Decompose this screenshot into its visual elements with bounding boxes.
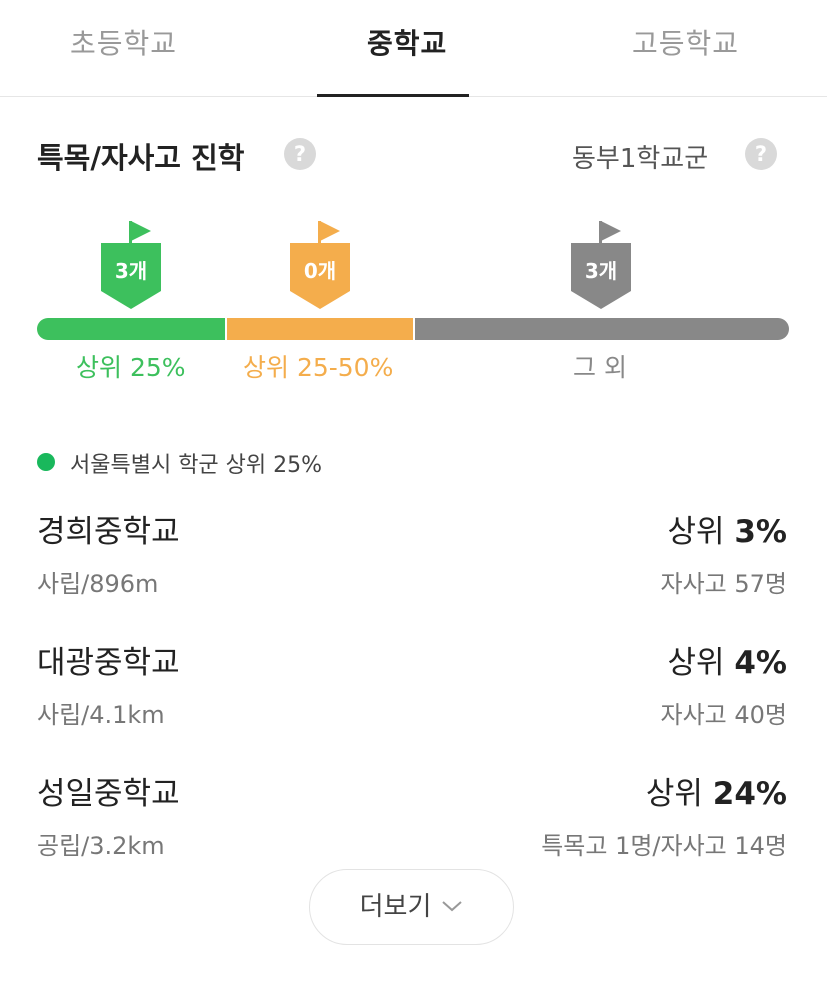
flag-top25-50: 0개 <box>290 219 354 309</box>
school-rank: 상위 24% <box>646 768 787 813</box>
school-meta: 사립/4.1km <box>37 701 165 729</box>
legend-dot <box>37 453 55 471</box>
tab-middle[interactable]: 중학교 <box>367 27 448 60</box>
school-meta: 공립/3.2km <box>37 832 165 860</box>
school-rank: 상위 4% <box>667 637 787 682</box>
school-row[interactable]: 성일중학교 공립/3.2km 상위 24% 특목고 1명/자사고 14명 <box>0 768 827 878</box>
school-name: 대광중학교 <box>37 645 180 681</box>
rank-value: 24% <box>712 776 787 812</box>
flag-count: 3개 <box>114 259 148 283</box>
school-level-tabs: 초등학교 중학교 고등학교 <box>0 0 827 97</box>
school-rank: 상위 3% <box>667 506 787 551</box>
tier-label-other: 그 외 <box>573 353 627 382</box>
school-name: 성일중학교 <box>37 776 180 812</box>
school-district-label: 동부1학교군 <box>572 144 709 174</box>
more-button[interactable]: 더보기 <box>309 869 514 945</box>
rank-value: 3% <box>734 514 787 550</box>
rank-prefix: 상위 <box>645 776 713 812</box>
school-stat: 자사고 40명 <box>660 701 788 729</box>
school-name: 경희중학교 <box>37 514 180 550</box>
bar-segment-other <box>415 318 789 340</box>
legend-text: 서울특별시 학군 상위 25% <box>70 453 323 478</box>
question-circle-icon[interactable]: ? <box>745 138 777 170</box>
question-circle-icon[interactable]: ? <box>284 138 316 170</box>
school-row[interactable]: 대광중학교 사립/4.1km 상위 4% 자사고 40명 <box>0 637 827 747</box>
active-tab-indicator <box>317 94 469 97</box>
bar-segment-top25 <box>37 318 225 340</box>
more-button-label: 더보기 <box>359 892 432 922</box>
flag-count: 0개 <box>303 259 337 283</box>
flag-other: 3개 <box>571 219 635 309</box>
tab-elementary[interactable]: 초등학교 <box>70 27 178 60</box>
flag-count: 3개 <box>584 259 618 283</box>
school-meta: 사립/896m <box>37 570 159 598</box>
section-title: 특목/자사고 진학 <box>37 141 245 175</box>
tier-label-top25-50: 상위 25-50% <box>243 353 394 382</box>
flag-top25: 3개 <box>101 219 165 309</box>
bar-segment-top25-50 <box>227 318 413 340</box>
flag-icon <box>571 221 631 309</box>
rank-value: 4% <box>734 645 787 681</box>
rank-prefix: 상위 <box>667 645 735 681</box>
chevron-down-icon <box>441 868 463 942</box>
tab-high[interactable]: 고등학교 <box>632 27 740 60</box>
tier-label-top25: 상위 25% <box>76 353 186 382</box>
school-row[interactable]: 경희중학교 사립/896m 상위 3% 자사고 57명 <box>0 506 827 616</box>
school-stat: 특목고 1명/자사고 14명 <box>541 832 787 860</box>
flag-icon <box>290 221 350 309</box>
school-stat: 자사고 57명 <box>660 570 788 598</box>
rank-prefix: 상위 <box>667 514 735 550</box>
flag-icon <box>101 221 161 309</box>
